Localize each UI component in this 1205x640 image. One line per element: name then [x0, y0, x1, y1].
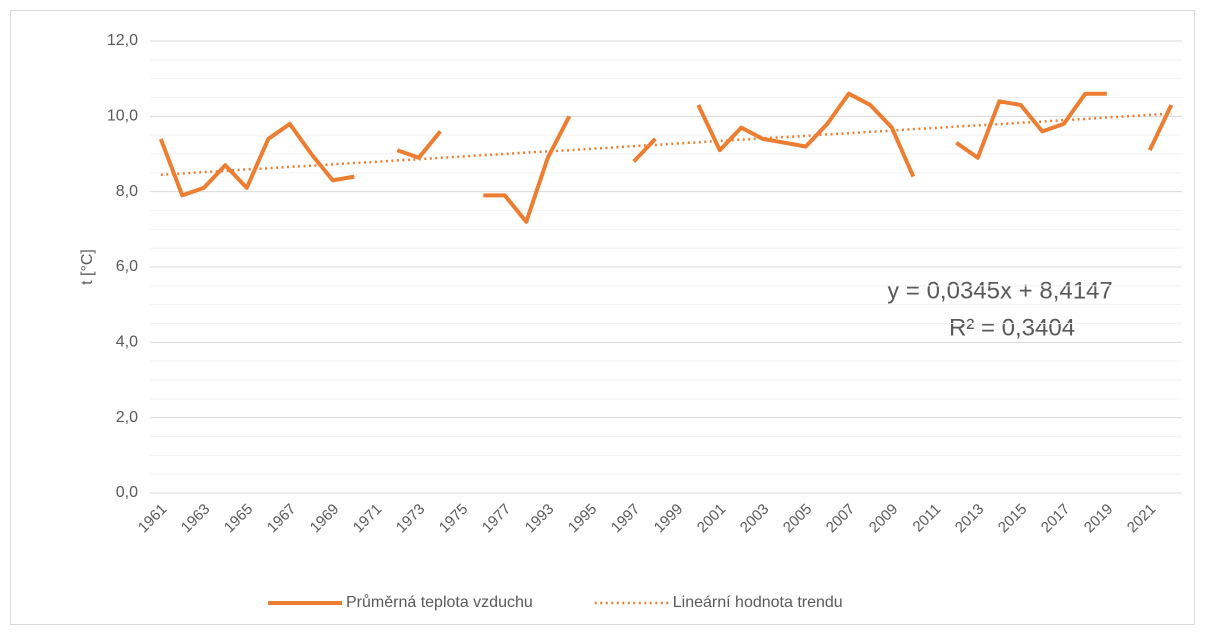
trend-line — [160, 112, 1172, 176]
y-tick-label: 10,0 — [107, 108, 138, 125]
y-axis-label: t [°C] — [79, 249, 96, 285]
y-tick-label: 12,0 — [107, 32, 138, 49]
y-tick-label: 4,0 — [116, 334, 138, 351]
y-tick-label: 0,0 — [116, 484, 138, 501]
annotation: R² = 0,3404 — [949, 314, 1075, 341]
y-tick-label: 8,0 — [116, 183, 138, 200]
legend-label: Lineární hodnota trendu — [673, 594, 843, 611]
annotation: y = 0,0345x + 8,4147 — [887, 277, 1113, 304]
chart-border — [10, 10, 1195, 625]
y-tick-label: 2,0 — [116, 409, 138, 426]
legend-label: Průměrná teplota vzduchu — [346, 593, 533, 611]
y-tick-label: 6,0 — [116, 258, 138, 275]
line — [158, 91, 1174, 224]
